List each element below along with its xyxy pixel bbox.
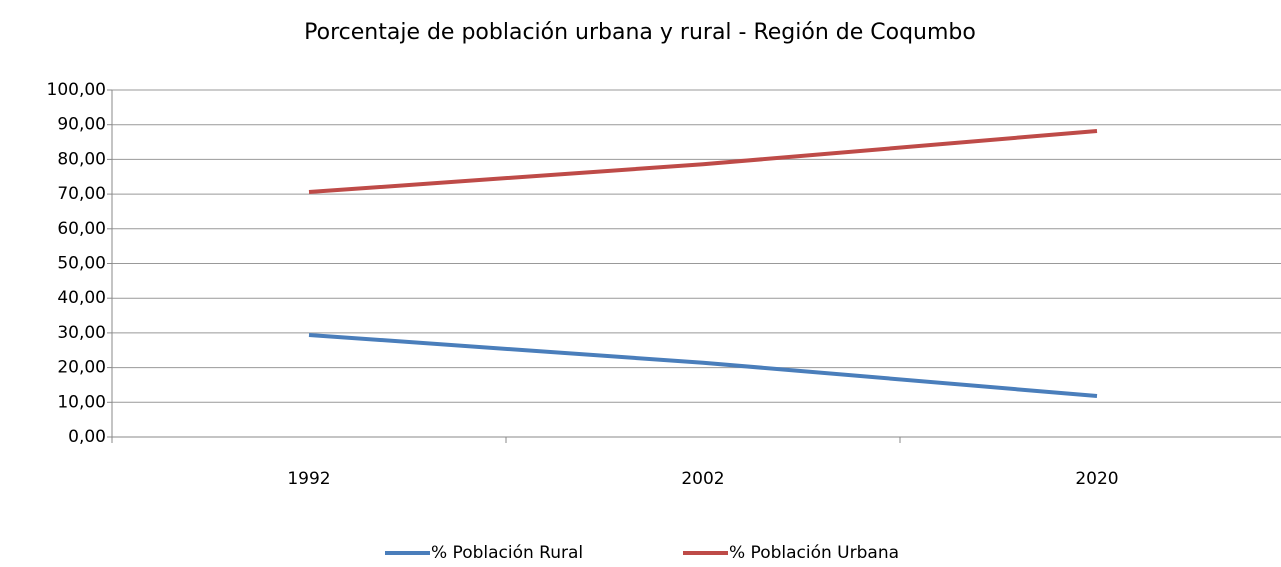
y-tick-label: 0,00: [68, 427, 106, 447]
series-line: [308, 332, 1098, 399]
x-tick-label: 1992: [287, 469, 330, 489]
y-tick-label: 20,00: [57, 358, 106, 378]
y-tick-label: 100,00: [47, 80, 106, 100]
y-tick-label: 30,00: [57, 323, 106, 343]
x-tick-label: 2002: [681, 469, 724, 489]
y-tick-label: 10,00: [57, 392, 106, 412]
legend-label: % Población Rural: [431, 543, 583, 563]
chart-title: Porcentaje de población urbana y rural -…: [304, 20, 976, 45]
y-tick-label: 40,00: [57, 288, 106, 308]
legend-label: % Población Urbana: [729, 543, 899, 563]
y-tick-label: 60,00: [57, 219, 106, 239]
y-tick-label: 70,00: [57, 184, 106, 204]
series-line: [308, 128, 1098, 195]
x-tick-label: 2020: [1075, 469, 1118, 489]
y-tick-label: 50,00: [57, 254, 106, 274]
y-tick-label: 80,00: [57, 149, 106, 169]
y-tick-label: 90,00: [57, 115, 106, 135]
